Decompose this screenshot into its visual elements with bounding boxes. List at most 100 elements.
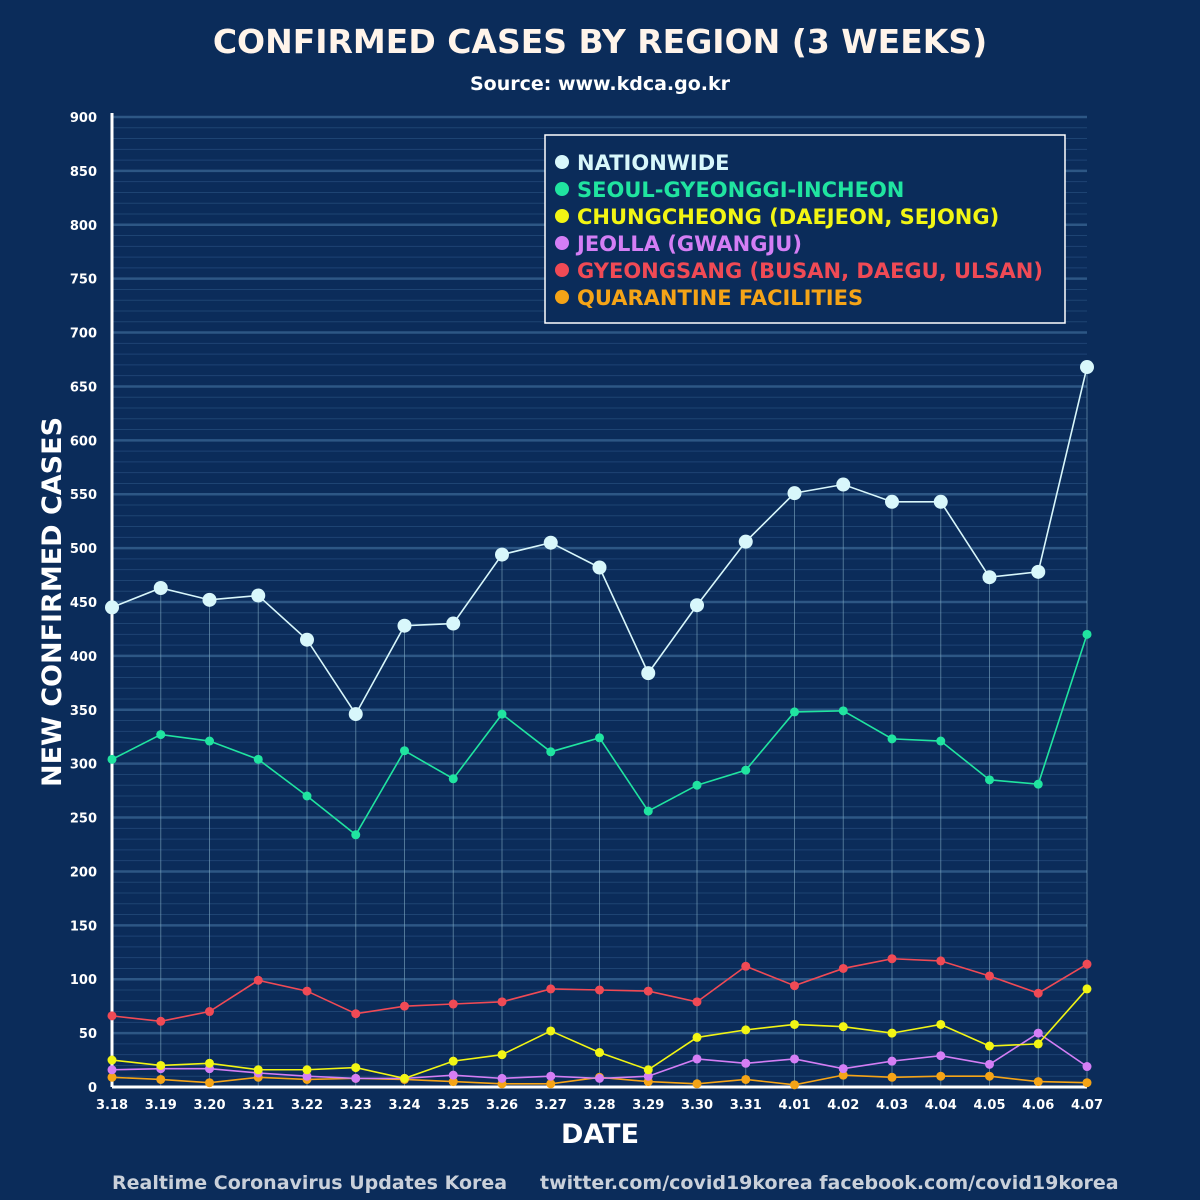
data-point [546,984,556,994]
data-point [107,1065,117,1075]
data-point [887,1028,897,1038]
y-tick-label: 100 [70,973,97,988]
data-point [641,666,656,681]
data-point [1031,564,1046,579]
data-point [985,971,994,981]
data-point [741,765,751,775]
data-point [1033,988,1043,998]
data-point [838,963,848,973]
data-point [448,1070,458,1080]
y-tick-label: 700 [70,327,97,342]
data-point [1080,360,1094,375]
x-tick-label: 3.29 [632,1098,664,1113]
data-point [985,1059,994,1069]
data-point [838,1022,848,1032]
data-point [933,494,948,509]
x-tick-label: 4.02 [827,1098,859,1113]
x-tick-label: 3.24 [388,1098,420,1113]
y-tick-label: 850 [70,165,97,180]
x-tick-label: 3.21 [242,1098,274,1113]
data-point [400,746,409,756]
data-point [887,734,897,744]
data-point [692,1079,702,1089]
data-point [202,592,217,607]
x-tick-label: 3.31 [730,1098,762,1113]
data-point [692,997,702,1007]
data-point [400,1073,409,1083]
data-point [448,1077,458,1087]
data-point [936,736,946,746]
data-point [790,1054,799,1064]
x-axis-label: DATE [561,1119,639,1150]
y-tick-label: 250 [70,812,97,827]
data-point [592,560,607,575]
data-point [107,754,117,764]
y-tick-label: 600 [70,434,97,449]
data-point [1033,779,1043,789]
data-point [546,1079,556,1089]
data-point [741,1025,751,1035]
data-point [351,1009,361,1019]
y-tick-label: 550 [70,488,97,503]
data-point [448,1056,458,1066]
data-point [1082,1062,1092,1072]
data-point [156,1016,166,1026]
y-tick-label: 400 [70,650,97,665]
data-point [936,1071,946,1081]
data-point [1082,984,1092,994]
y-tick-label: 500 [70,542,97,557]
data-point [351,1063,361,1073]
data-point [936,1051,946,1061]
x-tick-label: 3.23 [340,1098,372,1113]
y-tick-label: 900 [70,111,97,126]
data-point [985,775,994,785]
data-point [156,1060,166,1070]
data-point [351,830,361,840]
data-point [497,709,507,719]
x-tick-label: 3.18 [96,1098,128,1113]
legend-marker [555,236,569,250]
y-tick-label: 300 [70,758,97,773]
data-point [790,707,799,717]
data-point [936,956,946,966]
y-tick-label: 350 [70,704,97,719]
data-point [302,791,312,801]
x-tick-labels: 3.18 3.19 3.20 3.21 3.22 3.23 3.24 3.25 3.26 3.27… [96,1098,1103,1113]
data-point [885,494,899,509]
legend-marker [555,182,569,196]
data-point [595,733,604,743]
legend-label: SEOUL-GYEONGGI-INCHEON [577,178,904,202]
data-point [690,598,704,613]
data-point [790,981,799,991]
data-point [446,616,461,631]
data-point [543,535,558,550]
data-point [156,730,166,740]
x-tick-label: 4.03 [876,1098,908,1113]
data-point [251,588,266,603]
data-point [156,1074,166,1084]
x-tick-label: 3.27 [535,1098,567,1113]
legend-label: NATIONWIDE [577,151,730,175]
data-point [692,1054,702,1064]
data-point [397,618,412,633]
data-point [302,1065,312,1075]
legend-label: CHUNGCHEONG (DAEJEON, SEJONG) [577,205,999,229]
data-point [692,1032,702,1042]
data-point [302,986,312,996]
legend-label: QUARANTINE FACILITIES [577,286,863,310]
data-point [497,1073,507,1083]
data-point [790,1019,799,1029]
legend-box [544,134,1066,324]
chart-subtitle: Source: www.kdca.go.kr [469,73,731,95]
x-tick-label: 3.28 [583,1098,615,1113]
x-tick-label: 3.25 [437,1098,469,1113]
data-point [1082,629,1092,639]
data-point [400,1001,409,1011]
x-tick-label: 4.01 [778,1098,810,1113]
data-point [692,780,702,790]
data-point [107,1072,117,1082]
y-tick-label: 800 [70,219,97,234]
data-point [738,534,753,549]
data-point [153,580,168,595]
